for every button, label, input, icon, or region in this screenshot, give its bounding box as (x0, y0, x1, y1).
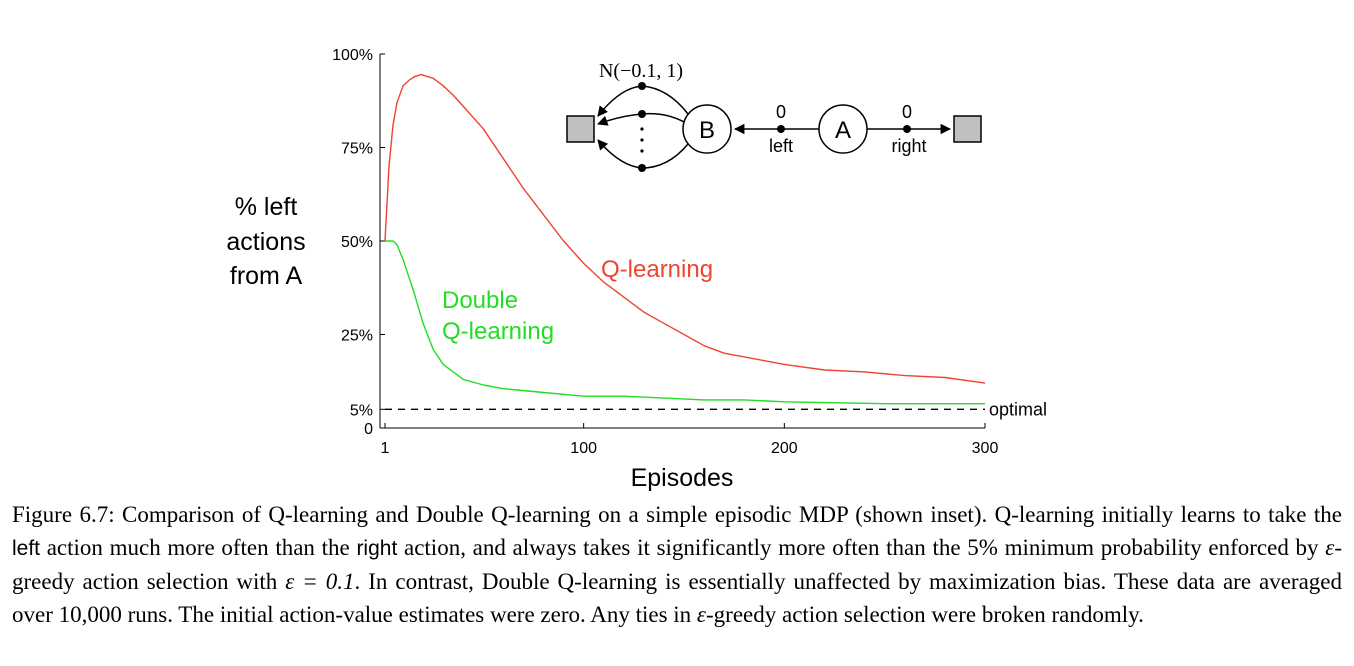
caption-epsilon-equation: ε = 0.1 (285, 569, 355, 594)
right-action-dot (903, 125, 911, 133)
figure-caption: Figure 6.7: Comparison of Q-learning and… (12, 498, 1342, 631)
b-action-dot-mid (638, 110, 646, 118)
x-tick-label-1: 100 (570, 440, 597, 457)
ellipsis-dot-3 (640, 149, 644, 153)
right-action-label: right (891, 136, 926, 156)
series-label-q-learning: Q-learning (601, 256, 713, 283)
series-label-double-line-2: Q-learning (442, 318, 554, 345)
caption-part-5: . In contrast, Double Q-learning is esse… (12, 569, 1342, 627)
terminal-state-left (566, 115, 595, 143)
caption-epsilon-1: ε (1325, 535, 1335, 560)
b-action-edge-bottom (597, 139, 689, 169)
y-axis-label-line-3: from A (230, 262, 303, 290)
y-ticks: 0 5% 25% 50% 75% 100% (332, 47, 385, 438)
left-reward-label: 0 (776, 102, 786, 122)
series-label-double-line-1: Double (442, 287, 518, 314)
y-axis-label-line-1: % left (235, 193, 298, 221)
x-tick-label-0: 1 (381, 440, 390, 457)
x-ticks: 1 100 200 300 (381, 423, 999, 457)
noise-distribution-label: N(−0.1, 1) (599, 60, 683, 82)
caption-label: Figure 6.7: (12, 502, 115, 527)
state-a-label: A (835, 117, 851, 144)
y-tick-label-5: 100% (332, 47, 373, 64)
b-action-dot-bottom (638, 164, 646, 172)
series-group (384, 73, 986, 405)
series-line-double-q-learning (385, 240, 985, 405)
right-reward-label: 0 (902, 102, 912, 122)
y-tick-label-0: 0 (364, 421, 373, 438)
caption-part-2: action much more often than the (40, 535, 357, 560)
mdp-inset-diagram: B A 0 left 0 right N(−0.1, 1) (566, 60, 982, 172)
caption-epsilon-2: ε (696, 602, 706, 627)
left-action-dot (777, 125, 785, 133)
caption-keyword-left: left (12, 537, 41, 560)
axes (379, 54, 985, 429)
ellipsis-dot-1 (640, 127, 644, 131)
chart: 0 5% 25% 50% 75% 100% 1 100 200 300 optimal % le… (226, 47, 1047, 492)
series-line-q-learning (384, 73, 986, 384)
caption-keyword-right: right (356, 537, 398, 560)
state-b-label: B (699, 117, 715, 144)
y-tick-label-1: 5% (350, 402, 373, 419)
caption-part-3: action, and always takes it significantl… (397, 535, 1326, 560)
y-axis-label-line-2: actions (226, 228, 305, 256)
y-tick-label-2: 25% (341, 328, 373, 345)
y-tick-label-4: 75% (341, 141, 373, 158)
caption-part-6: -greedy action selection were broken ran… (706, 602, 1144, 627)
caption-part-4: -greedy action selection with (12, 535, 1342, 594)
optimal-label: optimal (989, 399, 1047, 419)
ellipsis-dot-2 (640, 138, 644, 142)
b-action-dot-top (638, 82, 646, 90)
state-b-node (682, 104, 732, 154)
left-action-label: left (769, 136, 793, 156)
x-axis-label: Episodes (631, 464, 734, 492)
caption-part-1: Comparison of Q-learning and Double Q-le… (114, 502, 1342, 527)
x-tick-label-3: 300 (972, 440, 999, 457)
y-tick-label-3: 50% (341, 234, 373, 251)
x-tick-label-2: 200 (771, 440, 798, 457)
terminal-state-right (953, 115, 982, 143)
